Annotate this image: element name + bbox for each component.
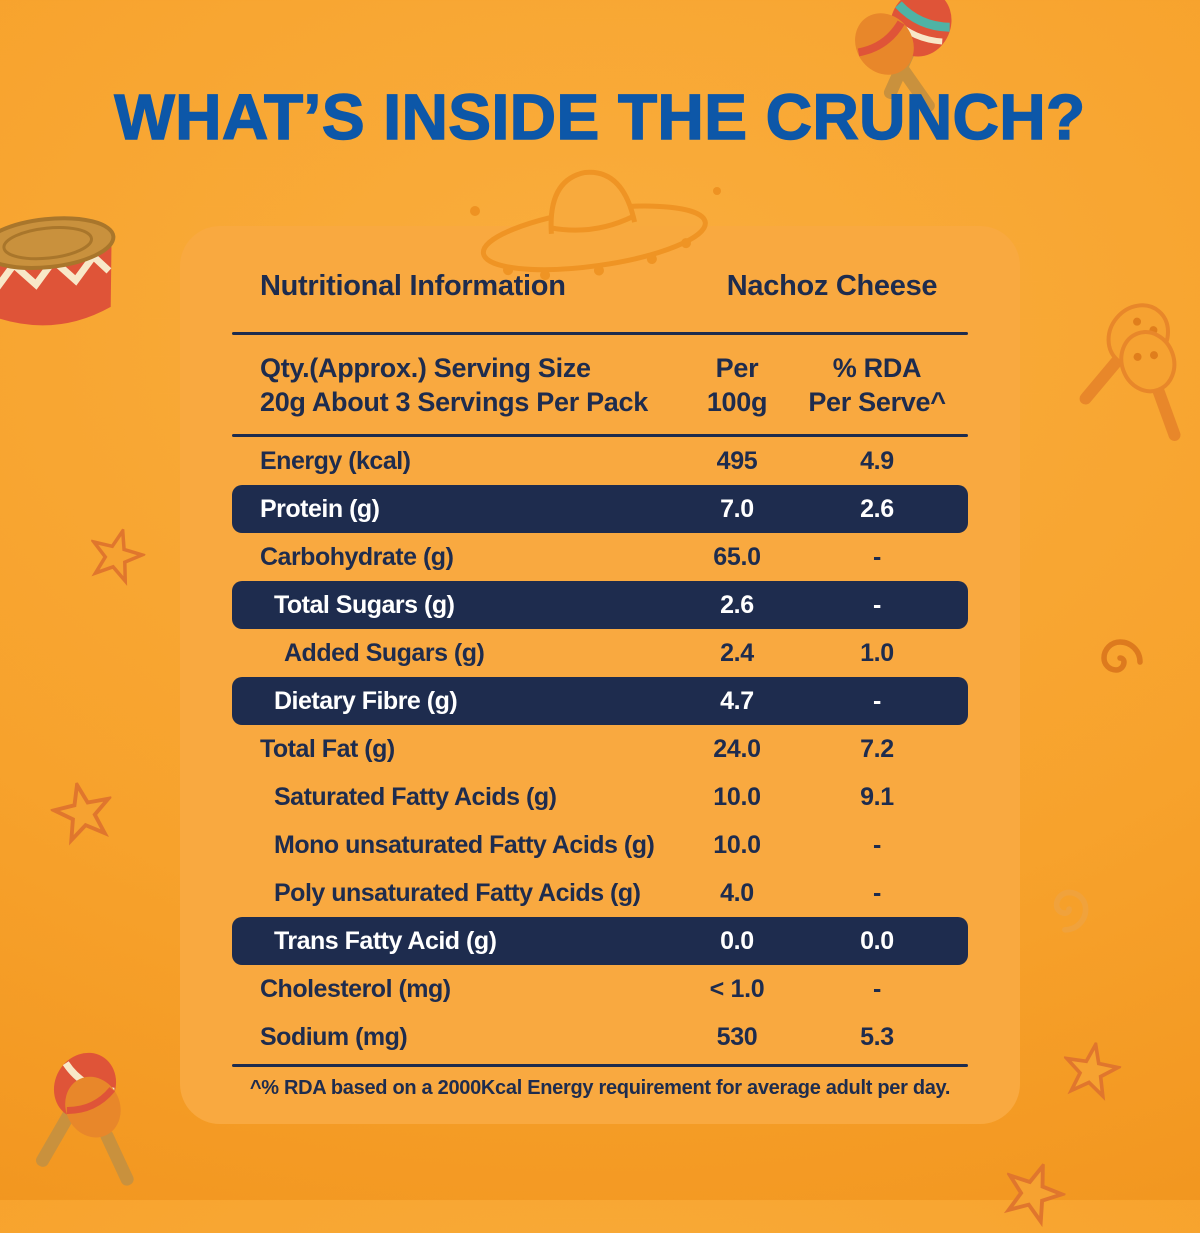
row-per-100g: 7.0 bbox=[720, 494, 754, 523]
swirl-icon bbox=[1101, 639, 1143, 673]
row-per-100g: 10.0 bbox=[713, 830, 761, 859]
row-rda: 9.1 bbox=[860, 782, 894, 811]
row-label: Trans Fatty Acid (g) bbox=[274, 926, 497, 955]
row-label: Dietary Fibre (g) bbox=[274, 686, 458, 715]
row-label: Protein (g) bbox=[260, 494, 380, 523]
table-row: Total Fat (g) 24.0 7.2 bbox=[232, 725, 968, 773]
serving-size-label: Qty.(Approx.) Serving Size 20g About 3 S… bbox=[232, 351, 672, 423]
divider bbox=[232, 1064, 968, 1067]
row-label: Total Sugars (g) bbox=[274, 590, 455, 619]
row-per-100g: 24.0 bbox=[713, 734, 761, 763]
star-icon bbox=[1003, 1160, 1068, 1228]
table-row: Carbohydrate (g) 65.0 - bbox=[232, 533, 968, 581]
row-label: Poly unsaturated Fatty Acids (g) bbox=[274, 878, 641, 907]
table-row: Energy (kcal) 495 4.9 bbox=[232, 437, 968, 485]
row-per-100g: 4.0 bbox=[720, 878, 754, 907]
nutrition-rows: Energy (kcal) 495 4.9 Protein (g) 7.0 2.6 Carb… bbox=[232, 437, 968, 1061]
row-per-100g: < 1.0 bbox=[709, 974, 765, 1003]
table-subheader: Qty.(Approx.) Serving Size 20g About 3 S… bbox=[232, 351, 968, 423]
column-per-100g: Per 100g bbox=[672, 351, 802, 423]
table-row: Sodium (mg) 530 5.3 bbox=[232, 1013, 968, 1061]
row-rda: 5.3 bbox=[860, 1022, 894, 1051]
star-icon bbox=[48, 779, 114, 846]
row-rda: 1.0 bbox=[860, 638, 894, 667]
rda-line2: Per Serve^ bbox=[808, 387, 946, 417]
row-rda: - bbox=[872, 542, 882, 571]
rda-line1: % RDA bbox=[832, 353, 922, 383]
row-label: Mono unsaturated Fatty Acids (g) bbox=[274, 830, 655, 859]
row-label: Energy (kcal) bbox=[260, 446, 411, 475]
table-header: Nutritional Information Nachoz Cheese bbox=[232, 266, 968, 306]
row-rda: - bbox=[872, 974, 882, 1003]
row-label: Added Sugars (g) bbox=[284, 638, 485, 667]
header-product-name: Nachoz Cheese bbox=[726, 270, 938, 302]
row-per-100g: 4.7 bbox=[720, 686, 754, 715]
swirl-icon bbox=[1053, 889, 1089, 933]
column-rda-per-serve: % RDA Per Serve^ bbox=[802, 351, 952, 423]
row-rda: 0.0 bbox=[860, 926, 894, 955]
star-icon bbox=[89, 525, 148, 586]
serving-size-line2: 20g About 3 Servings Per Pack bbox=[260, 387, 648, 417]
drum-icon bbox=[0, 216, 116, 326]
divider bbox=[232, 332, 968, 335]
row-rda: - bbox=[872, 878, 882, 907]
row-label: Cholesterol (mg) bbox=[260, 974, 451, 1003]
row-per-100g: 2.4 bbox=[720, 638, 754, 667]
row-per-100g: 0.0 bbox=[720, 926, 754, 955]
row-rda: 4.9 bbox=[860, 446, 894, 475]
per-line2: 100g bbox=[706, 387, 768, 417]
header-nutritional-information: Nutritional Information bbox=[260, 270, 566, 302]
row-rda: 7.2 bbox=[860, 734, 894, 763]
sombrero-icon bbox=[480, 169, 708, 281]
nutrition-panel: Nutritional Information Nachoz Cheese Qt… bbox=[180, 226, 1020, 1124]
row-per-100g: 530 bbox=[716, 1022, 758, 1051]
table-row: Trans Fatty Acid (g) 0.0 0.0 bbox=[232, 917, 968, 965]
table-row: Dietary Fibre (g) 4.7 - bbox=[232, 677, 968, 725]
dot-icon bbox=[470, 206, 480, 216]
page-title: WHAT’S INSIDE THE CRUNCH? bbox=[114, 80, 1086, 154]
row-per-100g: 495 bbox=[716, 446, 758, 475]
table-row: Protein (g) 7.0 2.6 bbox=[232, 485, 968, 533]
dot-icon bbox=[713, 187, 721, 195]
row-per-100g: 10.0 bbox=[713, 782, 761, 811]
row-rda: - bbox=[872, 686, 882, 715]
table-row: Poly unsaturated Fatty Acids (g) 4.0 - bbox=[232, 869, 968, 917]
divider bbox=[232, 434, 968, 437]
row-rda: 2.6 bbox=[860, 494, 894, 523]
table-row: Mono unsaturated Fatty Acids (g) 10.0 - bbox=[232, 821, 968, 869]
rda-footnote: ^% RDA based on a 2000Kcal Energy requir… bbox=[249, 1077, 951, 1099]
row-rda: - bbox=[872, 590, 882, 619]
star-icon bbox=[1062, 1039, 1124, 1101]
per-line1: Per bbox=[715, 353, 759, 383]
row-label: Sodium (mg) bbox=[260, 1022, 408, 1051]
serving-size-line1: Qty.(Approx.) Serving Size bbox=[260, 353, 591, 383]
row-label: Carbohydrate (g) bbox=[260, 542, 454, 571]
row-label: Saturated Fatty Acids (g) bbox=[274, 782, 557, 811]
maracas-icon bbox=[855, 0, 952, 113]
row-label: Total Fat (g) bbox=[260, 734, 395, 763]
table-row: Added Sugars (g) 2.4 1.0 bbox=[232, 629, 968, 677]
maracas-icon bbox=[36, 1052, 134, 1186]
row-per-100g: 2.6 bbox=[720, 590, 754, 619]
table-row: Cholesterol (mg) < 1.0 - bbox=[232, 965, 968, 1013]
maracas-icon bbox=[1079, 303, 1181, 441]
row-rda: - bbox=[872, 830, 882, 859]
row-per-100g: 65.0 bbox=[713, 542, 761, 571]
table-row: Total Sugars (g) 2.6 - bbox=[232, 581, 968, 629]
table-row: Saturated Fatty Acids (g) 10.0 9.1 bbox=[232, 773, 968, 821]
